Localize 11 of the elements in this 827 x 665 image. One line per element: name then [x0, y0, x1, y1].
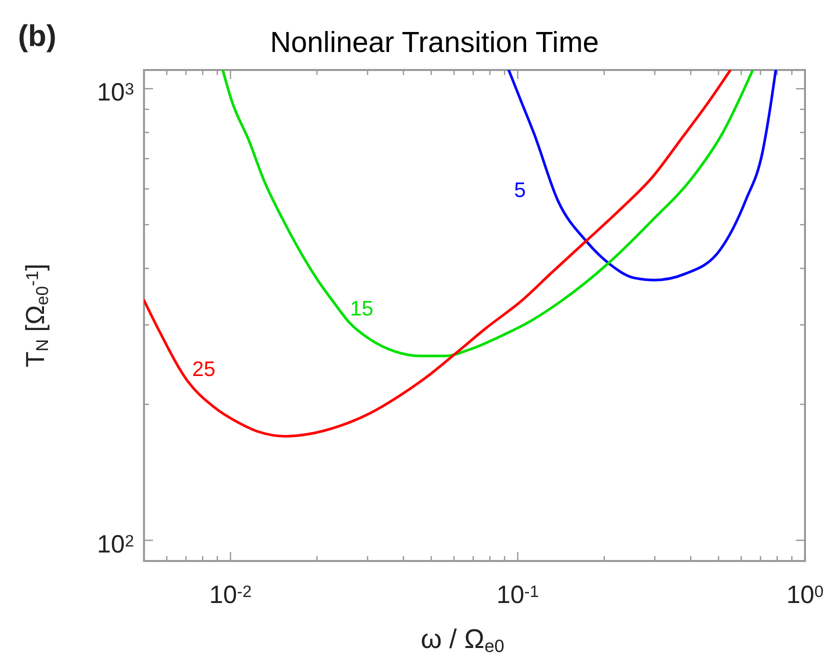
series-label: 15	[350, 297, 374, 320]
text: (b)	[18, 20, 56, 53]
x-tick-label: 10$^{0}$	[786, 581, 824, 609]
series-label: 5	[514, 179, 526, 202]
x-axis-title: ω / Ω$_{e0}$	[420, 624, 504, 656]
x-tick-label: 10$^{-1}$	[496, 581, 539, 609]
y-tick-label: 10$^{3}$	[97, 78, 134, 107]
y-tick-label: 10$^{2}$	[97, 530, 134, 558]
series-label: 25	[192, 358, 216, 381]
chart-title: Nonlinear Transition Time	[270, 27, 599, 59]
x-tick-label: 10$^{-2}$	[209, 581, 252, 609]
